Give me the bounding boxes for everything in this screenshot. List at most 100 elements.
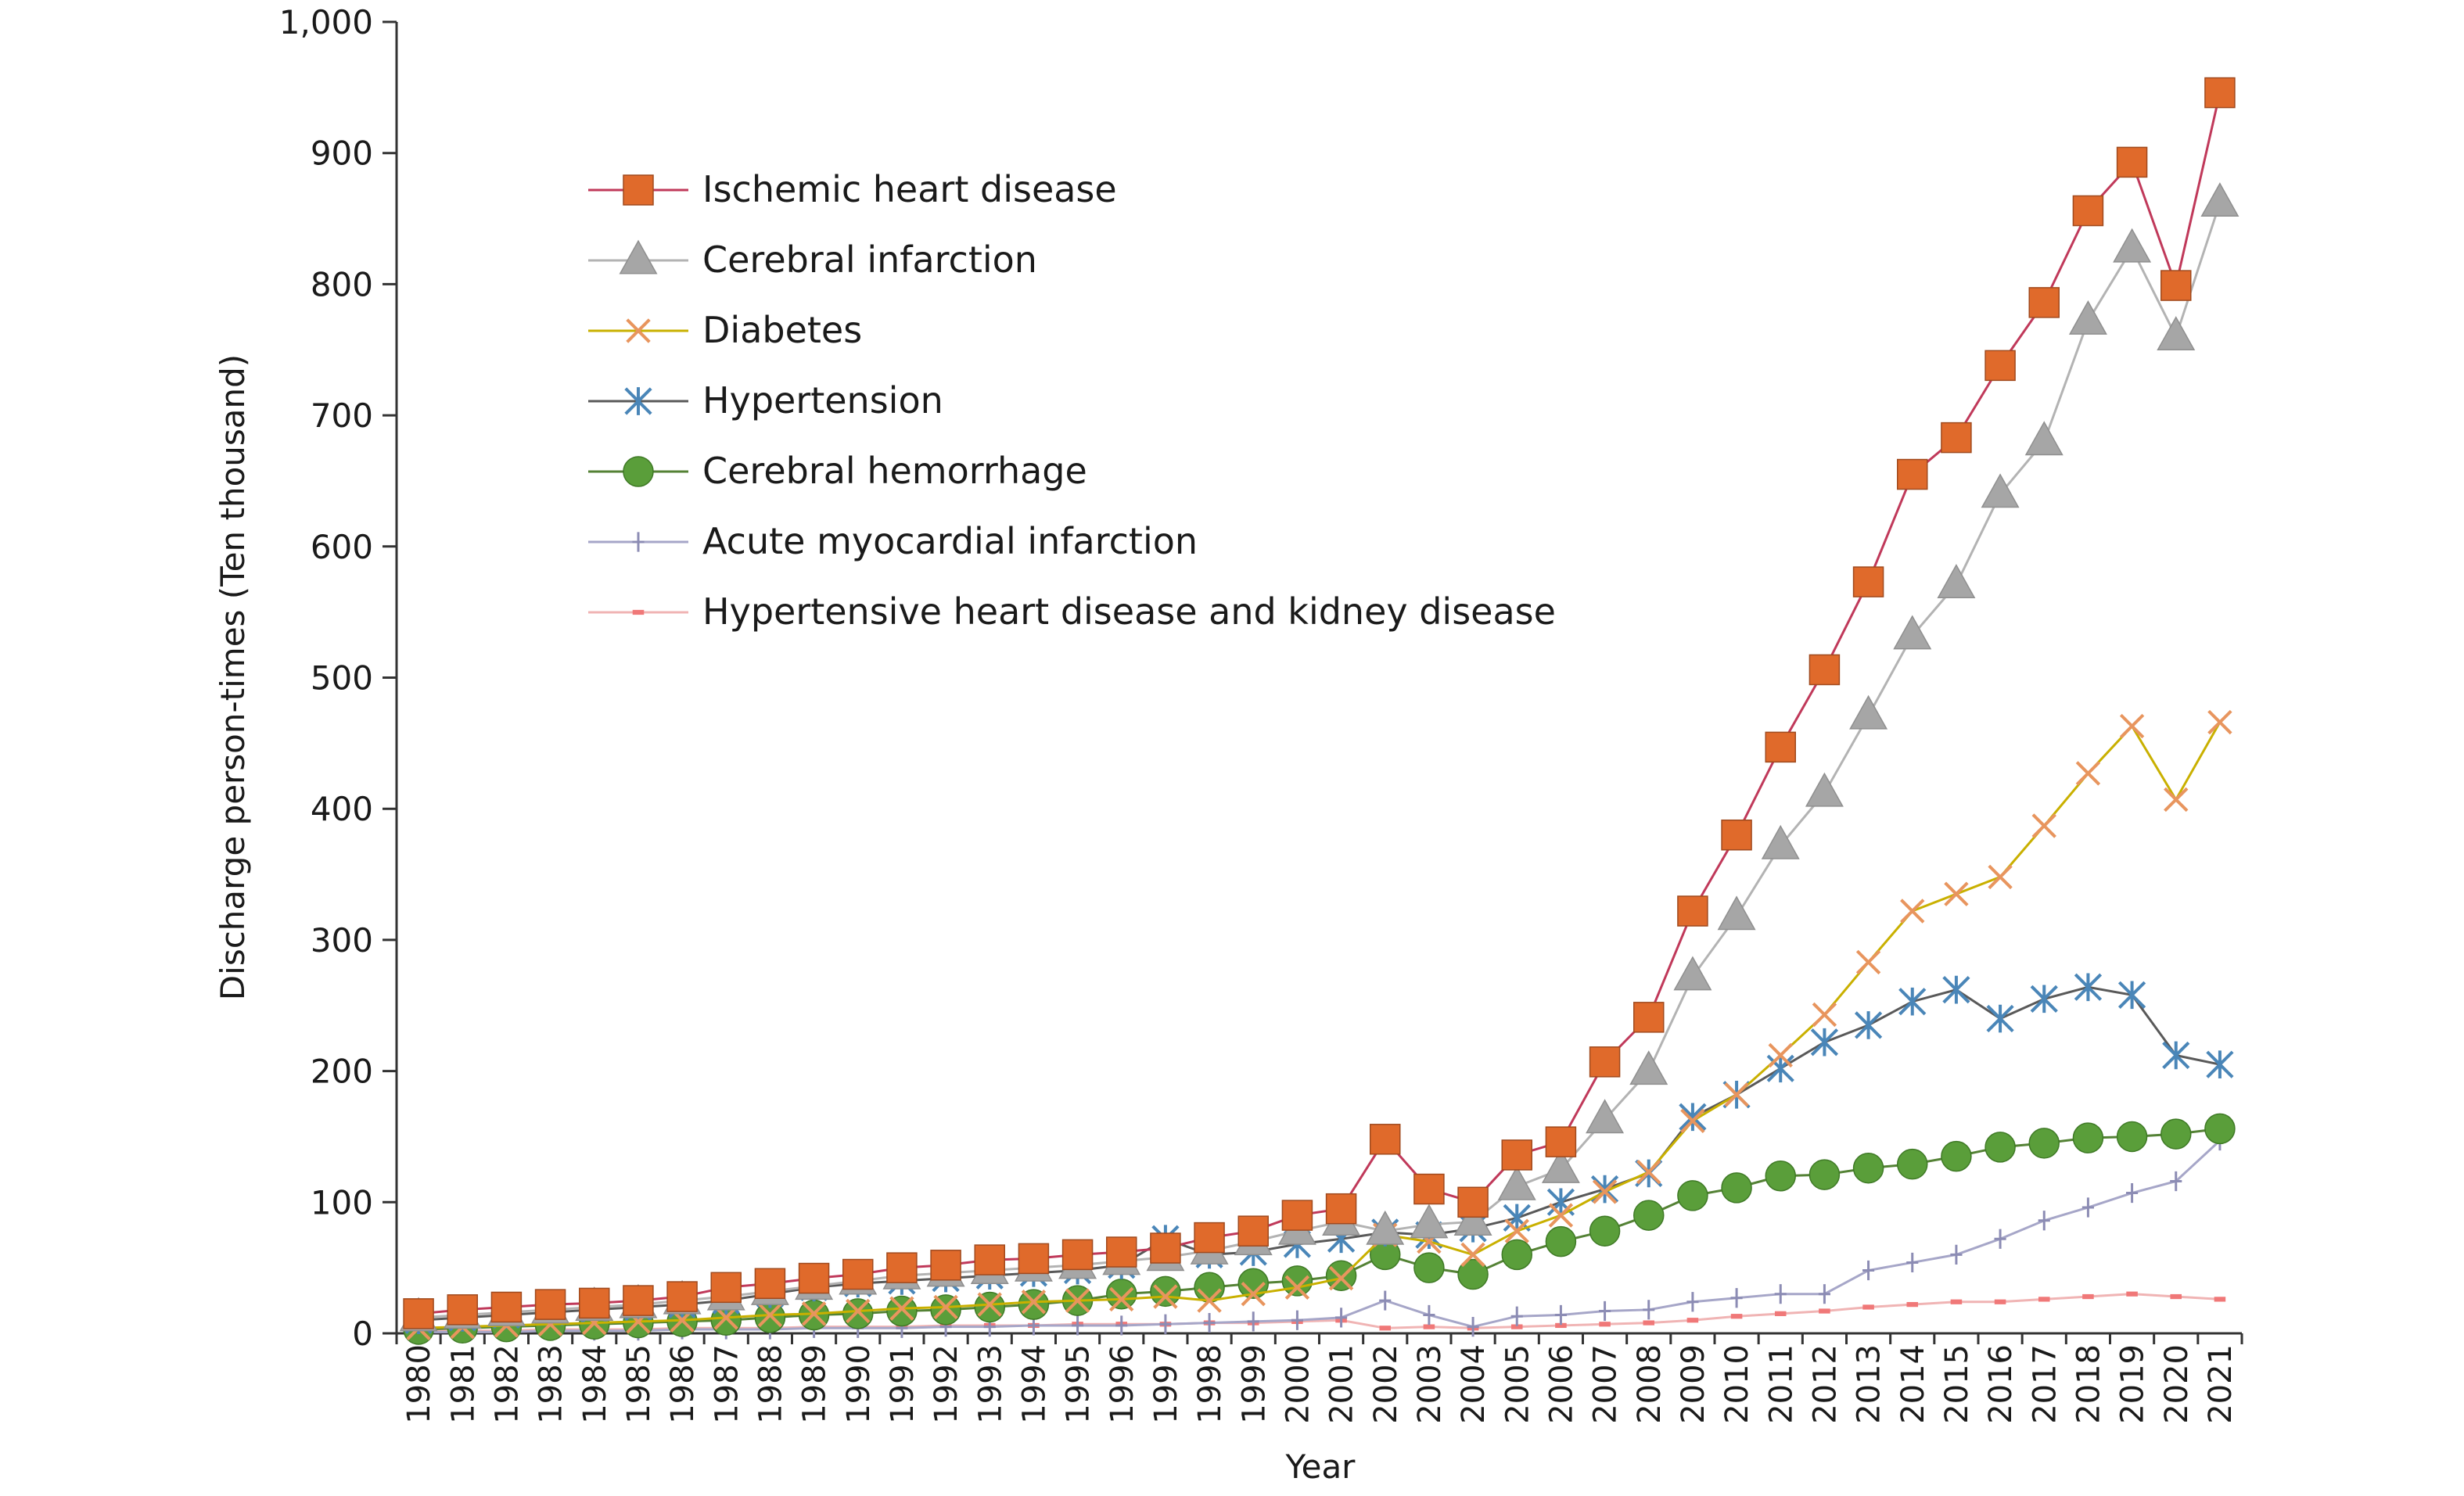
x-tick-label: 1994 xyxy=(1016,1344,1052,1424)
data-point xyxy=(1237,1215,1269,1247)
data-point xyxy=(886,1252,918,1283)
data-point xyxy=(1589,1215,1621,1247)
data-point xyxy=(1109,1286,1134,1312)
data-point xyxy=(2206,1050,2234,1079)
legend-item: Cerebral hemorrhage xyxy=(588,450,1087,492)
data-point xyxy=(1241,1281,1266,1307)
data-point xyxy=(1994,1229,2006,1249)
x-tick-label: 1987 xyxy=(709,1344,745,1424)
y-tick-label: 100 xyxy=(311,1183,373,1222)
y-axis-title: Discharge person-times (Ten thousand) xyxy=(214,354,252,1000)
data-point xyxy=(1453,1201,1492,1236)
data-point xyxy=(1812,1002,1837,1028)
data-point xyxy=(666,1281,698,1312)
data-point xyxy=(1106,1278,1137,1310)
data-point xyxy=(1686,1292,1699,1312)
data-point xyxy=(1072,1315,1084,1336)
x-tick-label: 1996 xyxy=(1104,1344,1140,1424)
data-point xyxy=(1677,895,1708,927)
data-point xyxy=(2160,270,2192,301)
data-point xyxy=(2200,182,2240,217)
x-tick-label: 1997 xyxy=(1148,1344,1184,1424)
data-point xyxy=(1379,1290,1392,1311)
data-point xyxy=(2162,1041,2190,1070)
y-tick-label: 600 xyxy=(311,528,373,566)
data-point xyxy=(2204,77,2236,109)
x-tick-label: 2014 xyxy=(1895,1344,1931,1424)
data-point xyxy=(1766,1054,1794,1083)
x-tick-label: 2006 xyxy=(1543,1344,1579,1424)
data-point xyxy=(1721,1172,1752,1204)
data-point xyxy=(1548,1203,1574,1228)
data-point xyxy=(2113,228,2152,263)
x-tick-label: 2019 xyxy=(2115,1344,2151,1424)
x-tick-label: 1991 xyxy=(885,1344,921,1424)
x-tick-label: 2009 xyxy=(1676,1344,1712,1424)
data-point xyxy=(710,1272,742,1304)
data-point xyxy=(1457,1258,1489,1290)
data-point xyxy=(1730,1288,1743,1308)
data-point xyxy=(1510,1306,1523,1326)
x-tick-label: 2007 xyxy=(1588,1344,1624,1424)
x-tick-label: 2003 xyxy=(1412,1344,1448,1424)
x-tick-label: 1982 xyxy=(489,1344,525,1424)
data-point xyxy=(1808,654,1841,686)
data-point xyxy=(1410,1204,1449,1239)
legend: Ischemic heart disease Cerebral infarctio… xyxy=(588,168,1556,633)
data-point xyxy=(1724,1082,1749,1107)
data-point xyxy=(1281,1200,1313,1231)
legend-label: Acute myocardial infarction xyxy=(702,520,1198,562)
data-point xyxy=(1423,1304,1435,1326)
data-point xyxy=(1761,824,1800,859)
data-point xyxy=(798,1262,830,1294)
x-tick-label: 1983 xyxy=(533,1344,569,1424)
data-point xyxy=(2164,787,2189,813)
data-point xyxy=(1994,1299,2006,1304)
data-point xyxy=(1906,1252,1919,1273)
data-point xyxy=(1633,1200,1665,1231)
legend-marker xyxy=(626,318,651,343)
data-point xyxy=(1599,1322,1611,1327)
y-tick-label: 1,000 xyxy=(279,3,373,41)
data-point xyxy=(886,1295,918,1327)
data-point xyxy=(1061,1239,1094,1271)
data-point xyxy=(1501,1139,1532,1171)
x-tick-label: 2013 xyxy=(1852,1344,1888,1424)
x-tick-label: 1981 xyxy=(445,1344,481,1424)
data-point xyxy=(1467,1317,1479,1337)
data-point xyxy=(2072,1122,2104,1153)
data-point xyxy=(1730,1314,1743,1319)
data-point xyxy=(1765,1161,1796,1192)
data-point xyxy=(1328,1265,1354,1291)
legend-item: Hypertension xyxy=(588,379,943,422)
legend-label: Cerebral hemorrhage xyxy=(702,450,1087,492)
data-point xyxy=(754,1268,786,1300)
data-point xyxy=(1197,1288,1222,1313)
x-tick-label: 2008 xyxy=(1632,1344,1668,1424)
legend-marker xyxy=(623,456,654,487)
data-point xyxy=(447,1294,478,1326)
data-point xyxy=(1018,1243,1050,1275)
data-point xyxy=(1679,1103,1707,1132)
data-point xyxy=(1503,1204,1531,1232)
data-point xyxy=(2024,421,2064,456)
data-point xyxy=(1988,864,2013,890)
x-tick-label: 2012 xyxy=(1807,1344,1843,1424)
data-point xyxy=(1629,1050,1668,1085)
data-point xyxy=(1460,1242,1485,1268)
legend-label: Hypertension xyxy=(702,379,943,422)
legend-marker xyxy=(624,387,652,415)
y-tick-label: 400 xyxy=(311,790,373,828)
data-point xyxy=(1862,1304,1874,1310)
legend-label: Diabetes xyxy=(702,309,862,351)
legend-marker xyxy=(623,174,654,206)
x-tick-label: 1990 xyxy=(841,1344,877,1424)
data-point xyxy=(1819,1308,1830,1314)
data-point xyxy=(930,1250,961,1281)
data-point xyxy=(2119,713,2145,739)
x-tick-label: 2010 xyxy=(1719,1344,1755,1424)
data-point xyxy=(1545,1126,1577,1157)
data-point xyxy=(490,1291,523,1323)
y-tick-label: 300 xyxy=(311,921,373,960)
legend-item: Acute myocardial infarction xyxy=(588,520,1198,562)
